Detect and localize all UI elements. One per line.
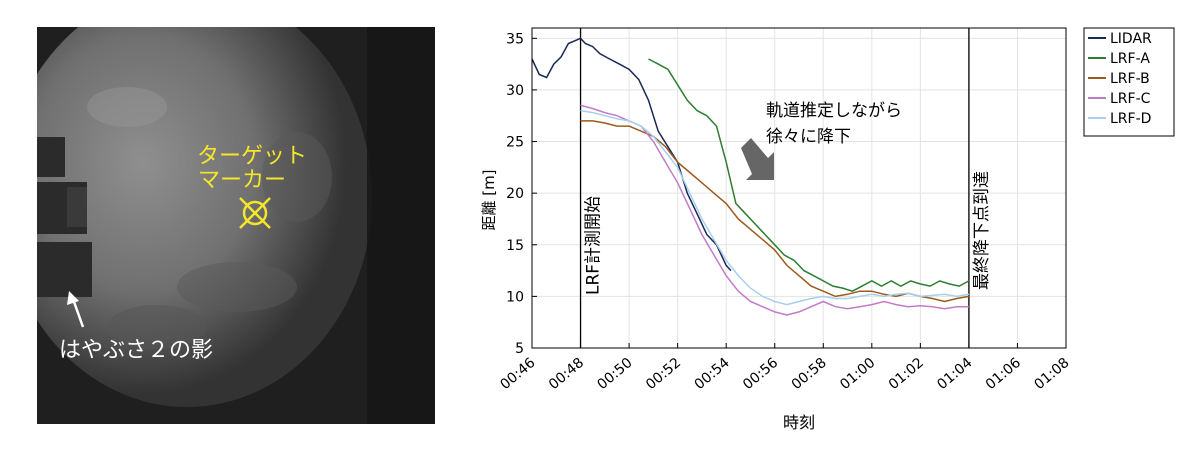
y-tick-label: 30 xyxy=(506,83,524,99)
legend-label: LIDAR xyxy=(1110,31,1152,47)
plot-frame xyxy=(531,27,1067,349)
y-tick-label: 5 xyxy=(515,341,524,357)
legend-label: LRF-D xyxy=(1110,111,1151,127)
y-tick-label: 20 xyxy=(506,186,524,202)
annotation-line1: 軌道推定しながら xyxy=(766,101,902,121)
series-line-lrf-a xyxy=(648,58,970,293)
legend-label: LRF-C xyxy=(1110,91,1151,107)
series-line-lrf-c xyxy=(580,104,969,316)
event-line-label: 最終降下点到達 xyxy=(972,171,992,290)
x-tick-label: 01:06 xyxy=(983,355,1024,393)
x-tick-label: 00:58 xyxy=(789,355,830,393)
x-tick-label: 01:08 xyxy=(1031,355,1072,393)
shadow-pointer-arrow xyxy=(67,291,85,328)
x-axis-label: 時刻 xyxy=(783,413,815,432)
y-tick-label: 35 xyxy=(506,31,524,47)
x-tick-label: 01:00 xyxy=(837,355,878,393)
y-tick-label: 10 xyxy=(506,289,524,305)
target-marker-icon xyxy=(239,197,271,229)
spacecraft-shadow xyxy=(37,137,92,297)
x-tick-label: 01:02 xyxy=(886,355,927,393)
x-tick-label: 00:48 xyxy=(546,355,587,393)
event-line-label: LRF計測開始 xyxy=(584,196,604,295)
y-tick-label: 15 xyxy=(506,238,524,254)
y-axis-ticks: 5 10 15 20 25 30 35 xyxy=(506,31,537,357)
shadow-label: はやぶさ２の影 xyxy=(59,338,213,363)
target-marker-label-line2: マーカー xyxy=(198,168,286,193)
chart-legend: LIDAR LRF-A LRF-B LRF-C LRF-D xyxy=(1083,27,1175,137)
x-tick-label: 01:04 xyxy=(934,355,975,393)
y-axis-label: 距離 [m] xyxy=(480,169,498,230)
x-tick-label: 00:56 xyxy=(740,355,781,393)
x-tick-label: 00:54 xyxy=(692,355,733,393)
annotation-line2: 徐々に降下 xyxy=(766,127,851,147)
descent-arrow-icon xyxy=(741,138,774,180)
series-line-lidar xyxy=(531,37,732,272)
x-tick-label: 00:50 xyxy=(594,355,635,393)
y-tick-label: 25 xyxy=(506,135,524,151)
legend-label: LRF-A xyxy=(1110,51,1150,67)
chart-series xyxy=(531,37,970,316)
legend-label: LRF-B xyxy=(1110,71,1150,87)
event-lines: LRF計測開始 最終降下点到達 xyxy=(579,28,992,348)
series-line-lrf-d xyxy=(580,109,970,306)
target-marker-label-line1: ターゲット xyxy=(197,144,307,169)
x-axis-ticks: 00:46 00:48 00:50 00:52 00:54 00:56 00:58 01:00… xyxy=(497,343,1073,393)
x-tick-label: 00:46 xyxy=(497,355,538,393)
x-tick-label: 00:52 xyxy=(643,355,684,393)
asteroid-surface-photo: ターゲット マーカー はやぶさ２の影 xyxy=(37,27,435,424)
